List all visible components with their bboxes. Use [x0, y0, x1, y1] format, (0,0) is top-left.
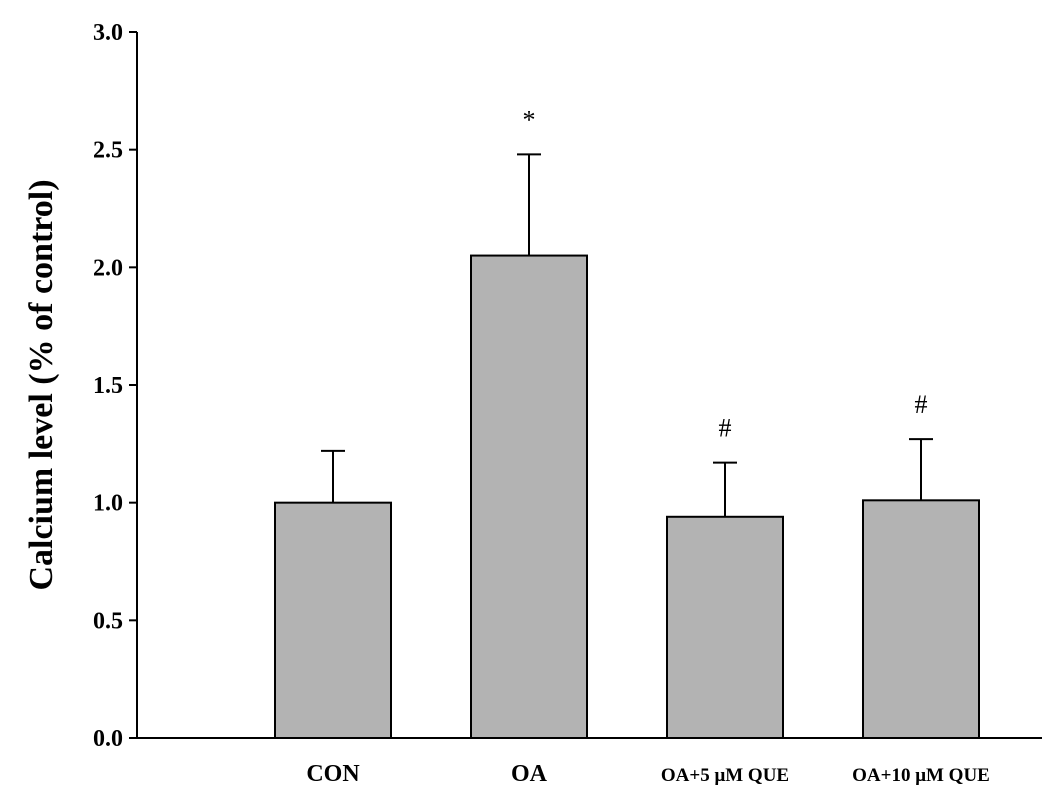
bar — [274, 501, 392, 739]
y-tick-label: 2.5 — [93, 138, 123, 164]
bar — [666, 515, 784, 740]
significance-marker: * — [523, 105, 536, 134]
significance-marker: # — [915, 390, 928, 419]
bars: CON * OA # OA+5 μM QUE # OA+10 μM QUE — [274, 105, 990, 787]
bar — [470, 254, 588, 739]
x-tick-label: OA+10 μM QUE — [852, 765, 990, 786]
y-tick-label: 2.0 — [93, 255, 123, 281]
significance-marker: # — [719, 414, 732, 443]
y-tick-label: 1.0 — [93, 491, 123, 517]
x-tick-label: OA — [511, 761, 548, 787]
y-axis: 0.0 0.5 1.0 1.5 2.0 2.5 3.0 — [93, 20, 138, 752]
y-tick-label: 3.0 — [93, 20, 123, 46]
y-tick-label: 0.5 — [93, 608, 123, 634]
y-tick-label: 1.5 — [93, 373, 123, 399]
bar — [862, 499, 980, 739]
x-tick-label: OA+5 μM QUE — [661, 765, 789, 786]
y-axis-label: Calcium level (% of control) — [23, 179, 60, 590]
y-tick-label: 0.0 — [93, 726, 123, 752]
x-tick-label: CON — [306, 761, 360, 787]
